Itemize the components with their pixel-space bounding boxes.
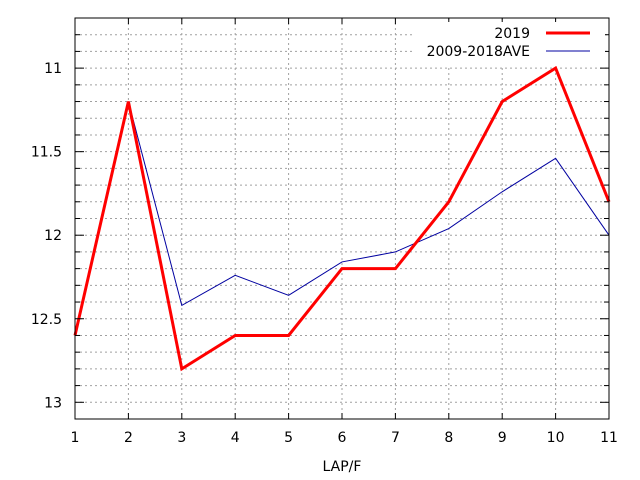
grid <box>75 18 609 419</box>
x-tick-label: 2 <box>124 430 133 446</box>
y-tick-label: 12 <box>44 228 62 244</box>
x-tick-label: 5 <box>284 430 293 446</box>
y-tick-label: 11.5 <box>31 145 62 161</box>
legend: 2019 2009-2018AVE <box>415 22 605 66</box>
y-tick-label: 12.5 <box>31 312 62 328</box>
y-tick-label: 11 <box>44 61 62 77</box>
x-tick-label: 4 <box>231 430 240 446</box>
series-line-2019 <box>73 65 611 372</box>
x-tick-label: 9 <box>498 430 507 446</box>
series-lines <box>73 65 611 372</box>
x-tick-label: 8 <box>444 430 453 446</box>
x-tick-label: 6 <box>338 430 347 446</box>
legend-label: 2019 <box>494 26 530 42</box>
x-tick-label: 3 <box>177 430 186 446</box>
x-tick-label: 7 <box>391 430 400 446</box>
legend-background <box>415 22 605 66</box>
x-tick-label: 11 <box>600 430 618 446</box>
x-tick-label: 10 <box>547 430 565 446</box>
y-tick-label: 13 <box>44 395 62 411</box>
x-axis-title: LAP/F <box>323 459 362 475</box>
axis-ticks <box>74 18 610 419</box>
series-line-average <box>74 101 610 336</box>
x-tick-label: 1 <box>71 430 80 446</box>
legend-label: 2009-2018AVE <box>427 44 530 60</box>
